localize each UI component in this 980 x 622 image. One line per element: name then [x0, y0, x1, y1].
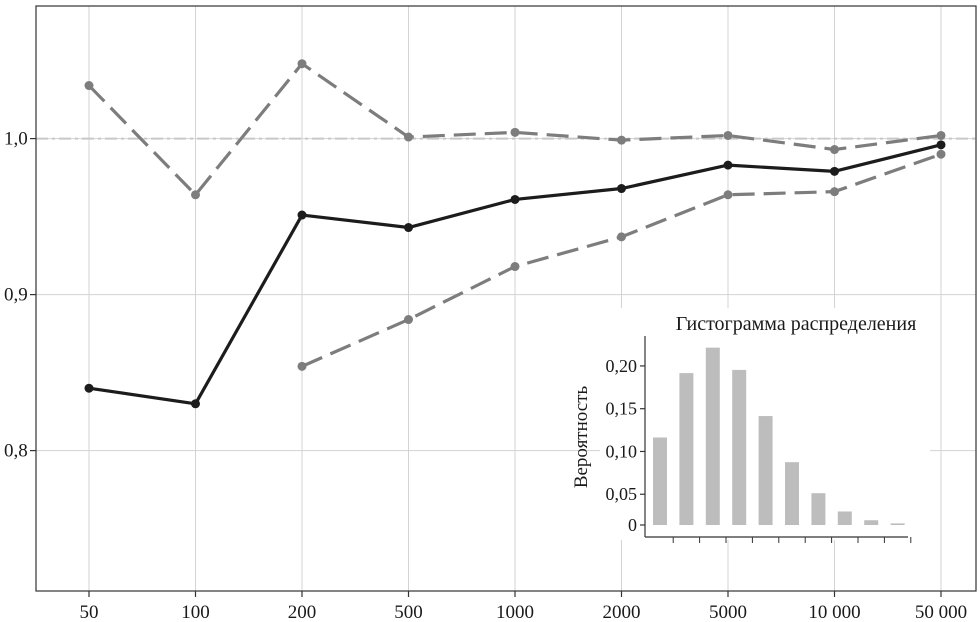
series-point-1: [297, 210, 307, 220]
series-point-2: [404, 132, 413, 142]
main-plot: 50 100 200 500 1000 2000 5000 10 000 50 000 0,8 0,…: [4, 5, 977, 622]
histogram-inset: Гистограмма распределения 0 0,05 0,10 0,15 0,…: [571, 308, 930, 543]
histogram-bar: [732, 369, 747, 525]
y-tick-label: 0,8: [4, 441, 28, 462]
series-point-1: [510, 194, 520, 204]
plot-frame: [35, 5, 977, 592]
x-tick-label: 100: [181, 602, 210, 622]
histogram-bar: [811, 493, 826, 525]
series-point-3: [510, 262, 520, 272]
series-point-1: [404, 223, 413, 233]
series-point-3: [404, 315, 413, 325]
series-line-2: [87, 62, 942, 197]
series-point-1: [617, 184, 626, 194]
x-tick-label: 1000: [496, 602, 534, 622]
series-point-2: [617, 135, 626, 145]
series-point-2: [297, 59, 307, 69]
inset-y-tick-label: 0,20: [606, 356, 638, 376]
inset-y-tick-label: 0,05: [606, 484, 638, 504]
inset-y-tick-label: 0: [628, 515, 637, 535]
series-point-3: [297, 361, 307, 371]
histogram-bar: [837, 511, 852, 525]
series-point-3: [830, 187, 839, 197]
series-point-3: [617, 232, 626, 242]
x-tick-label: 5000: [709, 602, 747, 622]
inset-title: Гистограмма распределения: [676, 313, 917, 335]
x-tick-label: 500: [394, 602, 423, 622]
x-tick-label: 2000: [603, 602, 641, 622]
y-tick-label: 0,9: [4, 285, 28, 306]
series-point-2: [723, 130, 733, 140]
series-point-1: [830, 166, 839, 176]
histogram-bar: [705, 347, 720, 525]
histogram-bar: [785, 462, 799, 525]
series-point-2: [510, 127, 520, 137]
series-point-2: [936, 130, 946, 140]
histogram-bar: [864, 520, 879, 525]
series-point-3: [936, 149, 946, 159]
inset-y-tick-label: 0,15: [606, 399, 638, 419]
series-point-1: [84, 383, 94, 393]
inset-y-tick-label: 0,10: [606, 441, 638, 461]
y-tick-label: 1,0: [4, 129, 28, 150]
series-point-3: [723, 190, 733, 200]
histogram-bar: [758, 416, 773, 525]
series-point-2: [191, 190, 200, 200]
x-tick-label: 10 000: [808, 602, 860, 622]
series-point-2: [830, 145, 839, 155]
series-point-1: [936, 140, 946, 150]
series-point-1: [191, 399, 200, 409]
histogram-bar: [653, 437, 667, 525]
x-tick-label: 200: [288, 602, 317, 622]
series-point-1: [723, 160, 733, 170]
series-point-2: [84, 81, 94, 91]
x-tick-label: 50 000: [915, 602, 967, 622]
histogram-bar: [679, 373, 694, 525]
inset-y-axis-label: Вероятность: [571, 386, 592, 489]
x-tick-label: 50: [80, 602, 99, 622]
histogram-bar: [890, 523, 905, 525]
